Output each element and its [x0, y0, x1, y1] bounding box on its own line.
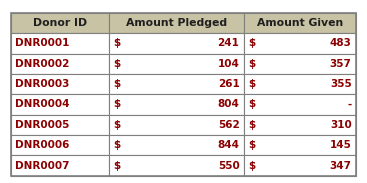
Bar: [244, 135, 356, 155]
Text: Amount Given: Amount Given: [257, 18, 343, 28]
Text: 310: 310: [330, 120, 352, 130]
Text: DNR0004: DNR0004: [15, 99, 70, 109]
Text: $: $: [248, 99, 255, 109]
Text: 357: 357: [330, 59, 352, 69]
Bar: [244, 115, 356, 135]
Bar: [109, 13, 244, 33]
Text: $: $: [114, 140, 121, 150]
Bar: [244, 33, 356, 53]
Bar: [11, 74, 109, 94]
Bar: [109, 135, 244, 155]
Bar: [11, 155, 109, 176]
Text: 355: 355: [330, 79, 352, 89]
Text: $: $: [248, 120, 255, 130]
Text: $: $: [248, 160, 255, 171]
Bar: [11, 115, 109, 135]
Text: DNR0005: DNR0005: [15, 120, 70, 130]
Bar: [11, 135, 109, 155]
Text: DNR0007: DNR0007: [15, 160, 70, 171]
Text: $: $: [114, 79, 121, 89]
Text: $: $: [248, 59, 255, 69]
Text: DNR0002: DNR0002: [15, 59, 70, 69]
Text: $: $: [114, 99, 121, 109]
Text: 844: 844: [218, 140, 239, 150]
Text: $: $: [114, 160, 121, 171]
Bar: [109, 115, 244, 135]
Bar: [11, 94, 109, 115]
Text: 804: 804: [218, 99, 239, 109]
Bar: [244, 13, 356, 33]
Text: 550: 550: [218, 160, 239, 171]
Text: DNR0001: DNR0001: [15, 38, 70, 48]
Text: DNR0003: DNR0003: [15, 79, 70, 89]
Text: Donor ID: Donor ID: [33, 18, 87, 28]
Bar: [109, 74, 244, 94]
Text: 562: 562: [218, 120, 239, 130]
Bar: [244, 155, 356, 176]
Text: $: $: [248, 140, 255, 150]
Bar: [109, 94, 244, 115]
Bar: [244, 74, 356, 94]
Text: DNR0006: DNR0006: [15, 140, 70, 150]
Bar: [11, 13, 109, 33]
Text: $: $: [248, 38, 255, 48]
Text: $: $: [114, 120, 121, 130]
Text: 347: 347: [330, 160, 352, 171]
Bar: [11, 53, 109, 74]
Text: 241: 241: [218, 38, 239, 48]
Text: 104: 104: [218, 59, 239, 69]
Text: -: -: [347, 99, 352, 109]
Text: Amount Pledged: Amount Pledged: [126, 18, 227, 28]
Text: 261: 261: [218, 79, 239, 89]
Bar: [109, 53, 244, 74]
Text: $: $: [248, 79, 255, 89]
Bar: [109, 155, 244, 176]
Bar: [244, 53, 356, 74]
Text: 145: 145: [330, 140, 352, 150]
Text: 483: 483: [330, 38, 352, 48]
Bar: [109, 33, 244, 53]
Text: $: $: [114, 38, 121, 48]
Bar: [11, 13, 356, 176]
Bar: [244, 94, 356, 115]
Text: $: $: [114, 59, 121, 69]
Bar: [11, 33, 109, 53]
